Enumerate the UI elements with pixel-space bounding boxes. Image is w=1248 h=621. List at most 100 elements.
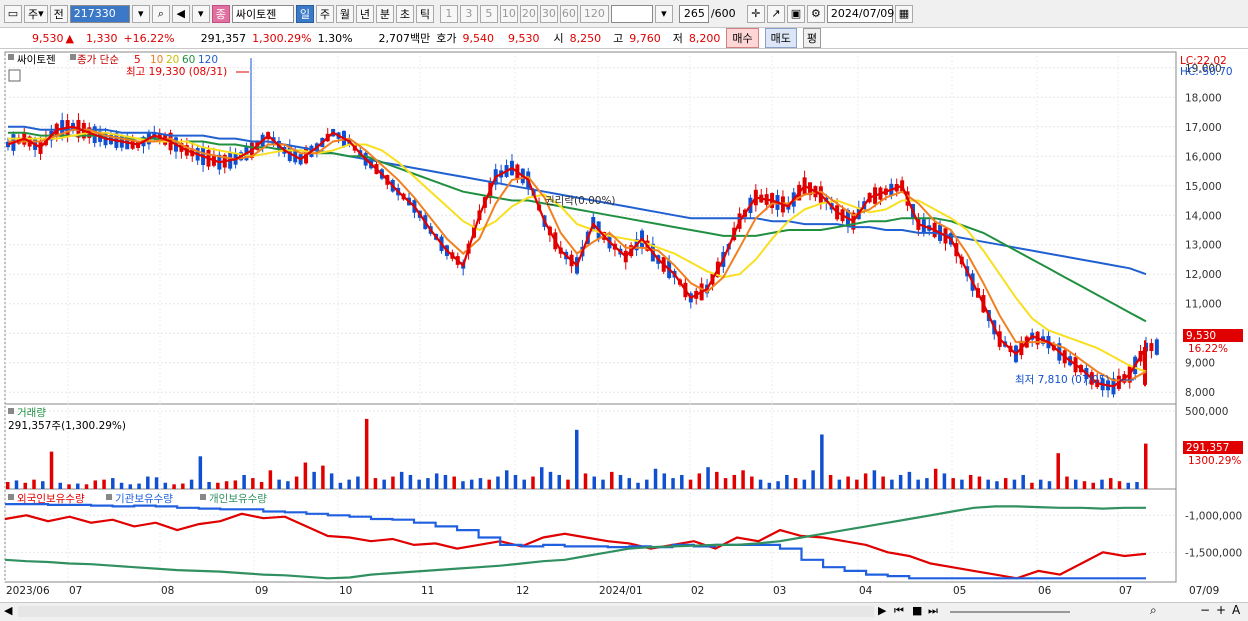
- price-legend-1: 종가 단순: [77, 54, 119, 66]
- price-change-pct: +16.22%: [123, 31, 175, 45]
- interval-60[interactable]: 60: [559, 4, 578, 23]
- volume-bar: [1021, 474, 1025, 489]
- volume-bar: [583, 473, 588, 489]
- date-tick-label: 03: [773, 585, 786, 597]
- holdings-legend-0: 외국인보유수량: [17, 493, 85, 505]
- volume-bar: [434, 473, 439, 489]
- crosshair-icon[interactable]: ✛: [746, 4, 765, 23]
- volume-bar: [373, 478, 378, 489]
- interval-20[interactable]: 20: [519, 4, 538, 23]
- date-tick-label: 02: [691, 585, 704, 597]
- volume-bar: [329, 473, 334, 489]
- calendar-icon[interactable]: ▦: [894, 4, 913, 23]
- volume-bar: [916, 479, 920, 489]
- window-icon[interactable]: ▭: [4, 4, 22, 23]
- volume-bar: [1047, 481, 1052, 489]
- interval-custom-input[interactable]: [610, 4, 653, 23]
- low-price: 8,200: [688, 31, 721, 45]
- bottom-scrollbar[interactable]: ◀ ▶ ⏮ ■ ⏭ ⌕ − + A: [0, 602, 1248, 621]
- holdings-tick-label: -1,500,000: [1185, 547, 1242, 559]
- stop-icon[interactable]: ■: [912, 604, 923, 617]
- minus-icon[interactable]: −: [1200, 603, 1211, 617]
- volume-bar: [627, 478, 632, 489]
- type-select[interactable]: 주 ▾: [24, 4, 48, 23]
- first-page-icon[interactable]: ⏮: [894, 604, 904, 617]
- date-tick-label: 07/09: [1189, 585, 1219, 597]
- volume-bar: [662, 473, 667, 489]
- interval-10[interactable]: 10: [499, 4, 518, 23]
- price-tick-label: 19,000: [1185, 63, 1222, 75]
- volume-bar: [872, 470, 877, 489]
- last-price-tag: [1183, 329, 1243, 342]
- date-tick-label: 06: [1038, 585, 1052, 597]
- period-tick[interactable]: 틱: [415, 4, 434, 23]
- price-legend-2: 5: [134, 54, 141, 66]
- interval-1[interactable]: 1: [439, 4, 458, 23]
- volume: 291,357: [200, 31, 247, 45]
- price-legend-0: 싸이토젠: [17, 54, 56, 66]
- save-icon[interactable]: ▣: [786, 4, 805, 23]
- legend-square-icon: [8, 494, 14, 500]
- search-icon[interactable]: ⌕: [151, 4, 170, 23]
- volume-bar: [233, 480, 238, 489]
- stock-chart[interactable]: 8,0009,00010,00011,00012,00013,00014,000…: [0, 50, 1248, 602]
- legend-square-icon: [200, 494, 206, 500]
- volume-bar: [793, 478, 798, 489]
- stock-name-field[interactable]: 싸이토젠: [231, 4, 294, 23]
- volume-bar: [128, 484, 133, 489]
- scroll-right-icon[interactable]: ▶: [878, 604, 887, 617]
- volume-bar: [846, 476, 850, 489]
- interval-dropdown-icon[interactable]: ▾: [654, 4, 673, 23]
- trade-amount: 2,707백만: [378, 32, 431, 45]
- volume-bar: [84, 484, 89, 489]
- volume-bar: [417, 479, 421, 489]
- period-week[interactable]: 주: [315, 4, 334, 23]
- volume-bar: [653, 468, 658, 489]
- period-day[interactable]: 일: [295, 4, 314, 23]
- period-month[interactable]: 월: [335, 4, 354, 23]
- scroll-track[interactable]: [18, 606, 874, 617]
- draw-tool-icon[interactable]: ↗: [766, 4, 785, 23]
- volume-bar: [890, 479, 894, 489]
- zoom-slider[interactable]: [950, 611, 1070, 613]
- interval-5[interactable]: 5: [479, 4, 498, 23]
- count-input[interactable]: 265: [678, 4, 709, 23]
- volume-today-label: 291,357주(1,300.29%): [8, 420, 126, 432]
- buy-button[interactable]: 매수: [726, 28, 759, 48]
- period-year[interactable]: 년: [355, 4, 374, 23]
- interval-3[interactable]: 3: [459, 4, 478, 23]
- date-tick-label: 07: [69, 585, 82, 597]
- period-second[interactable]: 초: [395, 4, 414, 23]
- last-page-icon[interactable]: ⏭: [928, 604, 938, 617]
- stock-code-input[interactable]: 217330: [69, 4, 130, 23]
- volume-bar: [496, 476, 500, 489]
- volume-bar: [67, 484, 71, 489]
- date-input[interactable]: 2024/07/09: [826, 4, 894, 23]
- speaker-icon[interactable]: ◀: [171, 4, 190, 23]
- up-arrow-icon: ▲: [65, 31, 74, 45]
- zoom-in-icon[interactable]: ⌕: [1150, 603, 1157, 617]
- prev-button[interactable]: 전: [49, 4, 68, 23]
- volume-bar: [119, 482, 124, 489]
- sell-button[interactable]: 매도: [764, 28, 797, 48]
- plus-icon[interactable]: +: [1216, 603, 1227, 617]
- interval-30[interactable]: 30: [539, 4, 558, 23]
- holdings-panel-frame: [4, 488, 1177, 583]
- scroll-left-icon[interactable]: ◀: [4, 604, 13, 617]
- volume-bar: [391, 476, 395, 489]
- interval-120[interactable]: 120: [579, 4, 609, 23]
- date-tick-label: 10: [339, 585, 352, 597]
- font-size-icon[interactable]: A: [1232, 603, 1241, 617]
- quote-bar: 9,530 ▲ 1,330 +16.22% 291,357 1,300.29% …: [0, 28, 1248, 49]
- period-minute[interactable]: 분: [375, 4, 394, 23]
- volume-bar: [242, 474, 246, 489]
- gear-icon[interactable]: ⚙: [806, 4, 825, 23]
- code-dropdown-icon[interactable]: ▾: [131, 4, 150, 23]
- price-panel: [6, 58, 1159, 398]
- avg-button[interactable]: 평: [802, 28, 822, 48]
- volume-bar: [1117, 481, 1122, 489]
- speaker-dropdown-icon[interactable]: ▾: [191, 4, 210, 23]
- lc-label: LC:22.02: [1180, 55, 1227, 67]
- volume-bar: [469, 479, 474, 489]
- volume-tick-label: 500,000: [1185, 406, 1228, 418]
